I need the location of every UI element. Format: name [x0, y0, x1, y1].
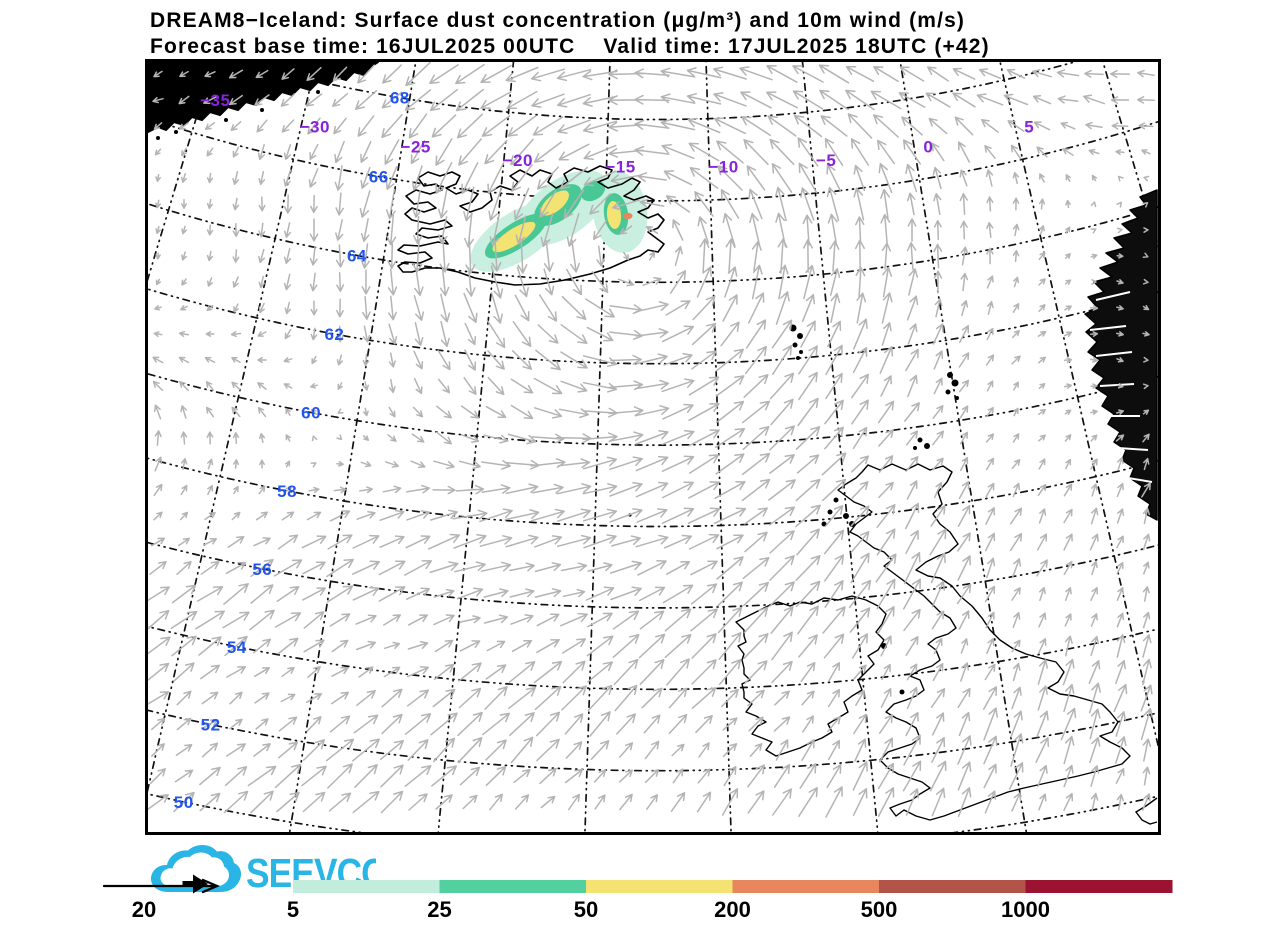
page-subtitle: Forecast base time: 16JUL2025 00UTC Vali… — [150, 35, 990, 58]
dust-concentration-overlay — [470, 170, 648, 272]
colorbar-segment — [879, 880, 1026, 893]
longitude-label: −35 — [200, 91, 230, 110]
colorbar: 5 25 50 200 500 1000 — [287, 880, 1173, 922]
graticule — [148, 62, 1158, 832]
colorbar-tick-label: 25 — [427, 897, 451, 922]
legend: 20 5 25 50 200 500 1000 — [102, 878, 1173, 922]
graticule-labels: −35 −30 −25 −20 −15 −10 −5 0 5 68 66 64 62 60 58 56 54 52… — [174, 89, 1034, 812]
latitude-label: 58 — [277, 482, 297, 501]
longitude-label: −5 — [816, 151, 836, 170]
latitude-label: 66 — [369, 168, 389, 187]
latitude-label: 54 — [227, 638, 247, 657]
wind-arrows — [148, 62, 1155, 818]
colorbar-segment — [586, 880, 733, 893]
cloud-icon — [150, 844, 242, 894]
colorbar-segment — [439, 880, 587, 893]
longitude-label: −25 — [401, 138, 431, 157]
map-frame: −35 −30 −25 −20 −15 −10 −5 0 5 68 66 64 62 60 58 56 54 52… — [145, 59, 1161, 835]
wind-scale-value: 20 — [132, 897, 156, 922]
colorbar-tick-label: 5 — [287, 897, 299, 922]
logo-arrow-icon — [182, 874, 208, 894]
longitude-label: −15 — [605, 158, 635, 177]
latitude-label: 60 — [301, 404, 321, 423]
longitude-label: 0 — [923, 138, 933, 157]
colorbar-tick-label: 200 — [714, 897, 751, 922]
page-title: DREAM8−Iceland: Surface dust concentrati… — [150, 9, 966, 32]
colorbar-segment — [293, 880, 440, 893]
wind-scale: 20 — [102, 878, 220, 922]
colorbar-tick-label: 50 — [574, 897, 598, 922]
wind-field — [148, 62, 1155, 818]
colorbar-segment — [1025, 880, 1173, 893]
latitude-label: 64 — [347, 246, 367, 265]
latitude-label: 68 — [390, 89, 410, 108]
colorbar-tick-label: 500 — [861, 897, 898, 922]
latitude-label: 62 — [324, 325, 344, 344]
map-svg: −35 −30 −25 −20 −15 −10 −5 0 5 68 66 64 62 60 58 56 54 52… — [148, 62, 1158, 832]
latitude-label: 56 — [252, 560, 272, 579]
longitude-label: −10 — [708, 158, 738, 177]
latitude-label: 52 — [201, 716, 221, 735]
colorbar-tick-label: 1000 — [1001, 897, 1050, 922]
colorbar-segment — [732, 880, 880, 893]
longitude-label: −30 — [300, 118, 330, 137]
wind-scale-arrow-icon — [102, 878, 220, 894]
longitude-label: 5 — [1024, 118, 1034, 137]
latitude-label: 50 — [174, 793, 194, 812]
longitude-label: −20 — [503, 151, 533, 170]
